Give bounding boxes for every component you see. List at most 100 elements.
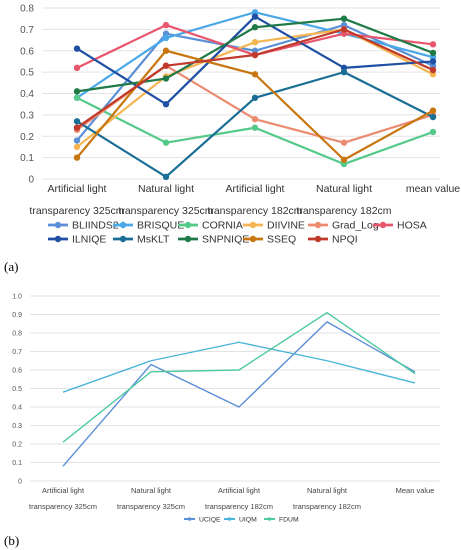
legend-label: SNPNIQE (202, 234, 249, 246)
data-point (162, 21, 170, 29)
legend-label: CORNIA (202, 220, 243, 232)
legend-marker (119, 221, 127, 229)
y-tick-label: 0.5 (12, 386, 22, 393)
series-line-uciqe (62, 321, 416, 467)
data-point (73, 143, 81, 151)
data-point (251, 71, 259, 78)
y-tick-label: 0.2 (12, 441, 22, 448)
data-point (340, 15, 348, 22)
data-point (251, 39, 259, 46)
x-tick-label: Natural light (131, 486, 172, 495)
data-point (340, 139, 348, 146)
legend-marker (184, 221, 192, 229)
data-point (162, 34, 170, 42)
legend-marker (187, 517, 192, 521)
x-tick-label: Artificial light (218, 486, 261, 495)
legend-marker (249, 221, 257, 229)
x-tick-label: transparency 325cm (117, 502, 185, 511)
data-point (340, 68, 348, 76)
y-tick-label: 0.1 (12, 460, 22, 467)
x-tick-label: mean value (406, 183, 460, 195)
x-tick-label: Artificial light (42, 486, 85, 495)
x-tick-label: transparency 325cm (118, 205, 213, 217)
y-tick-label: 0.3 (20, 110, 34, 121)
data-point (73, 118, 81, 125)
legend-marker (379, 221, 387, 229)
data-point (251, 124, 259, 131)
data-point (162, 173, 170, 181)
legend-marker (314, 221, 322, 229)
legend-label: DIIVINE (267, 220, 305, 232)
legend-marker (54, 221, 62, 229)
legend-marker (119, 235, 127, 243)
legend-label: HOSA (397, 220, 427, 232)
y-tick-label: 0.3 (12, 423, 22, 430)
x-tick-label: Artificial light (48, 183, 107, 195)
y-tick-label: 0 (28, 175, 34, 186)
x-tick-label: transparency 325cm (29, 205, 124, 217)
data-point (73, 45, 81, 52)
x-tick-label: transparency 182cm (296, 205, 391, 217)
y-tick-label: 0.5 (20, 68, 34, 79)
data-point (429, 66, 437, 74)
x-tick-label: Natural light (307, 486, 348, 495)
data-point (73, 64, 81, 72)
chart-b: 0 0.1 0.2 0.3 0.4 0.5 0.6 0.7 0.8 0.9 1.0 Artificia… (12, 293, 440, 523)
y-tick-label: 0.1 (20, 153, 34, 164)
x-tick-label: Natural light (316, 183, 372, 195)
legend-label: SSEQ (267, 234, 296, 246)
data-point (73, 124, 81, 131)
panel-label-a: (a) (4, 259, 19, 274)
legend-marker (267, 517, 272, 521)
legend-label: ILNIQE (72, 234, 106, 246)
chart-a: 0 0.1 0.2 0.3 0.4 0.5 0.6 0.7 0.8 Artificial ligh… (20, 4, 460, 246)
data-point (429, 41, 437, 48)
data-point (162, 100, 170, 108)
data-point (251, 24, 259, 31)
y-tick-label: 0.7 (12, 349, 22, 356)
legend-marker (227, 517, 232, 521)
data-point (340, 156, 348, 163)
y-tick-label: 0.4 (12, 404, 22, 411)
data-point (162, 47, 170, 54)
data-point (162, 62, 170, 69)
x-tick-label: transparency 182cm (207, 205, 302, 217)
y-tick-label: 0.2 (20, 132, 34, 143)
data-point (73, 88, 81, 95)
data-point (429, 128, 437, 136)
legend-marker (314, 235, 322, 243)
legend-label: UCIQE (199, 516, 221, 523)
legend-marker (184, 235, 192, 243)
series-line-fdum (62, 311, 416, 443)
x-tick-label: Mean value (396, 486, 435, 495)
data-point (73, 137, 81, 144)
legend-marker (249, 235, 257, 243)
panel-label-b: (b) (4, 533, 20, 548)
legend-label: FDUM (279, 516, 299, 523)
legend-label: NPQI (332, 234, 358, 246)
data-point (340, 26, 348, 33)
series-line-uiqm (62, 341, 416, 393)
y-tick-label: 0.4 (20, 89, 34, 100)
legend-label: BLIINDS2 (72, 220, 119, 232)
y-tick-label: 0.9 (12, 312, 22, 319)
legend-label: BRISQUE (137, 220, 184, 232)
legend-label: MsKLT (137, 234, 170, 246)
y-tick-label: 0.6 (20, 46, 34, 57)
y-tick-label: 1.0 (12, 293, 22, 300)
data-point (429, 113, 437, 121)
y-tick-label: 0 (18, 478, 22, 485)
data-point (429, 58, 437, 65)
data-point (73, 154, 81, 161)
x-tick-label: transparency 182cm (205, 502, 273, 511)
data-point (251, 94, 259, 101)
data-point (162, 139, 170, 146)
y-tick-label: 0.6 (12, 367, 22, 374)
y-tick-label: 0.8 (12, 330, 22, 337)
data-point (251, 51, 259, 59)
data-point (162, 75, 170, 82)
y-tick-label: 0.8 (20, 4, 34, 15)
x-tick-label: transparency 182cm (293, 502, 361, 511)
legend-label: UIQM (239, 516, 257, 523)
